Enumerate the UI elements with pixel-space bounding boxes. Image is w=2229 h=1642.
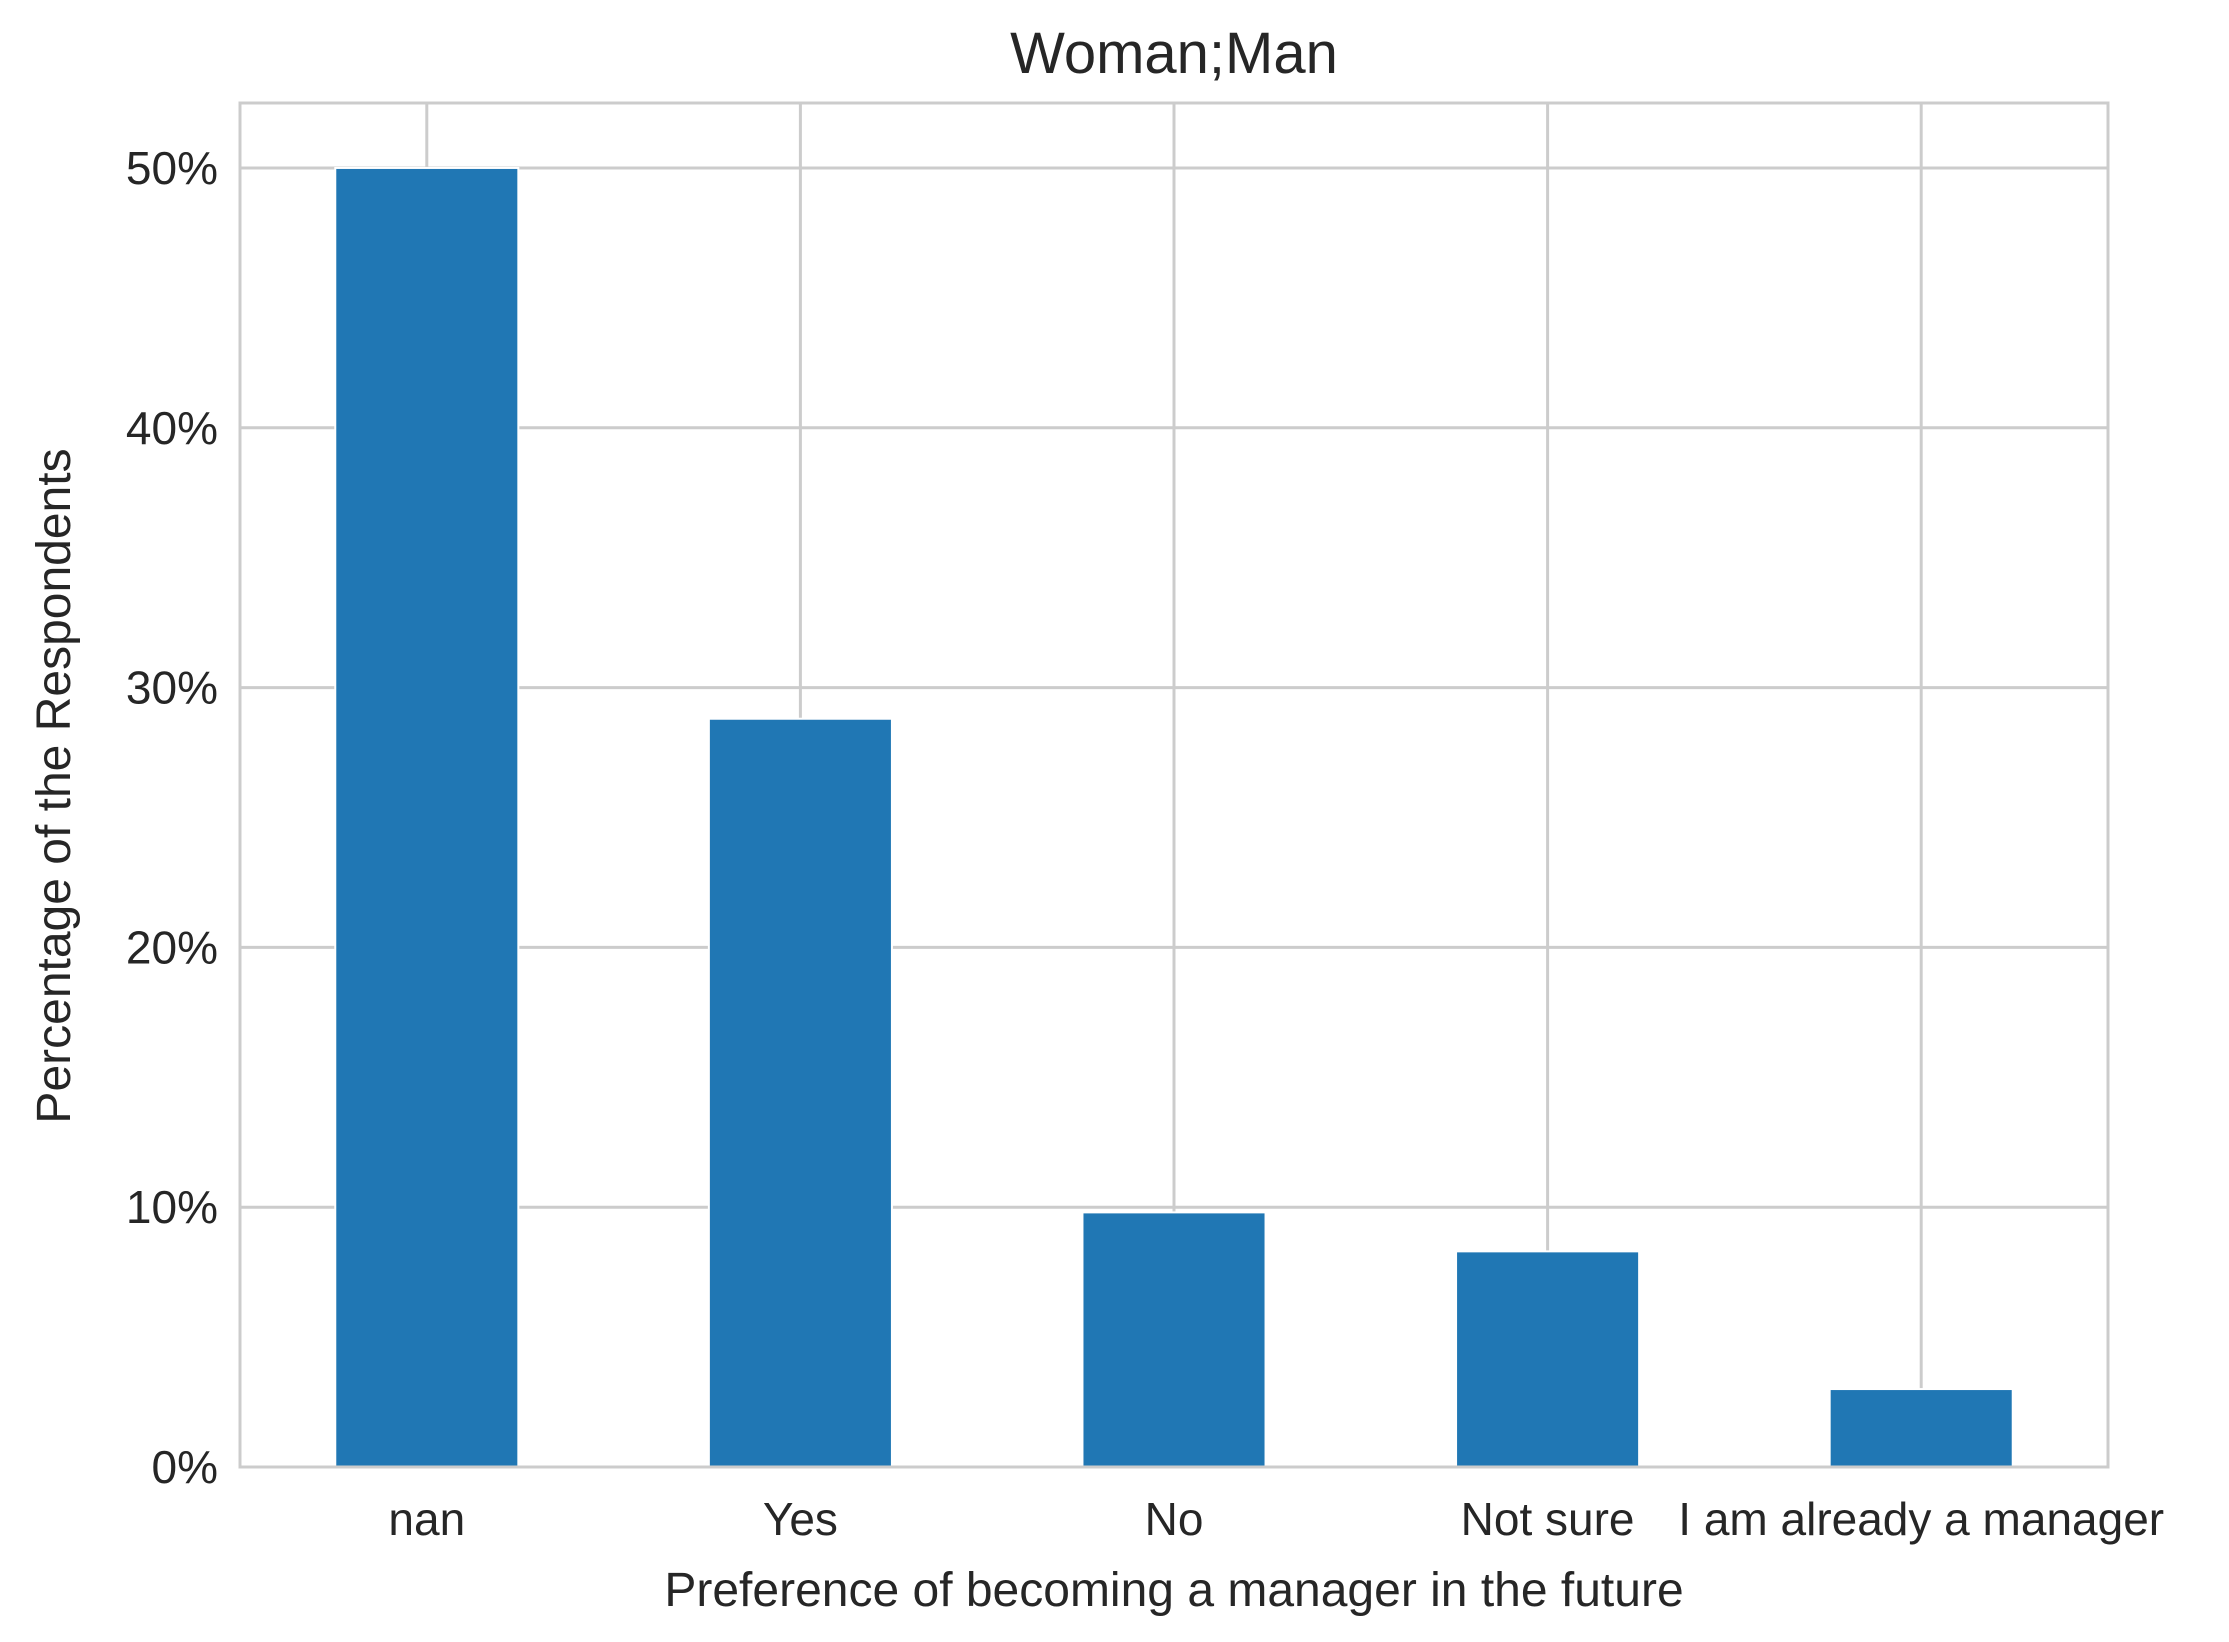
bar-nan xyxy=(334,166,520,1468)
y-tick-label: 10% xyxy=(126,1181,218,1233)
x-tick-labels: nan Yes No Not sure I am already a manager xyxy=(388,1493,2164,1545)
y-tick-label: 40% xyxy=(126,402,218,454)
grid-layer xyxy=(240,103,2108,1469)
bar-i-am-already-a-manager xyxy=(1828,1388,2014,1468)
chart-title: Woman;Man xyxy=(1010,21,1338,86)
y-tick-label: 0% xyxy=(152,1441,218,1493)
y-tick-label: 30% xyxy=(126,662,218,714)
x-tick-label: nan xyxy=(388,1493,465,1545)
y-tick-label: 50% xyxy=(126,142,218,194)
bars-layer xyxy=(334,166,2014,1469)
bar-not-sure xyxy=(1455,1250,1641,1469)
plot-area-frame xyxy=(238,101,2110,1469)
x-tick-label: Not sure xyxy=(1461,1493,1635,1545)
x-axis-label: Preference of becoming a manager in the … xyxy=(664,1564,1683,1617)
y-tick-label: 20% xyxy=(126,921,218,973)
bar-yes xyxy=(707,717,893,1468)
y-tick-labels: 0% 10% 20% 30% 40% 50% xyxy=(126,142,218,1493)
y-axis-label: Percentage of the Respondents xyxy=(28,448,81,1123)
x-tick-label: I am already a manager xyxy=(1678,1493,2164,1545)
x-tick-label: No xyxy=(1145,1493,1204,1545)
x-tick-label: Yes xyxy=(763,1493,838,1545)
bar-no xyxy=(1081,1211,1267,1469)
